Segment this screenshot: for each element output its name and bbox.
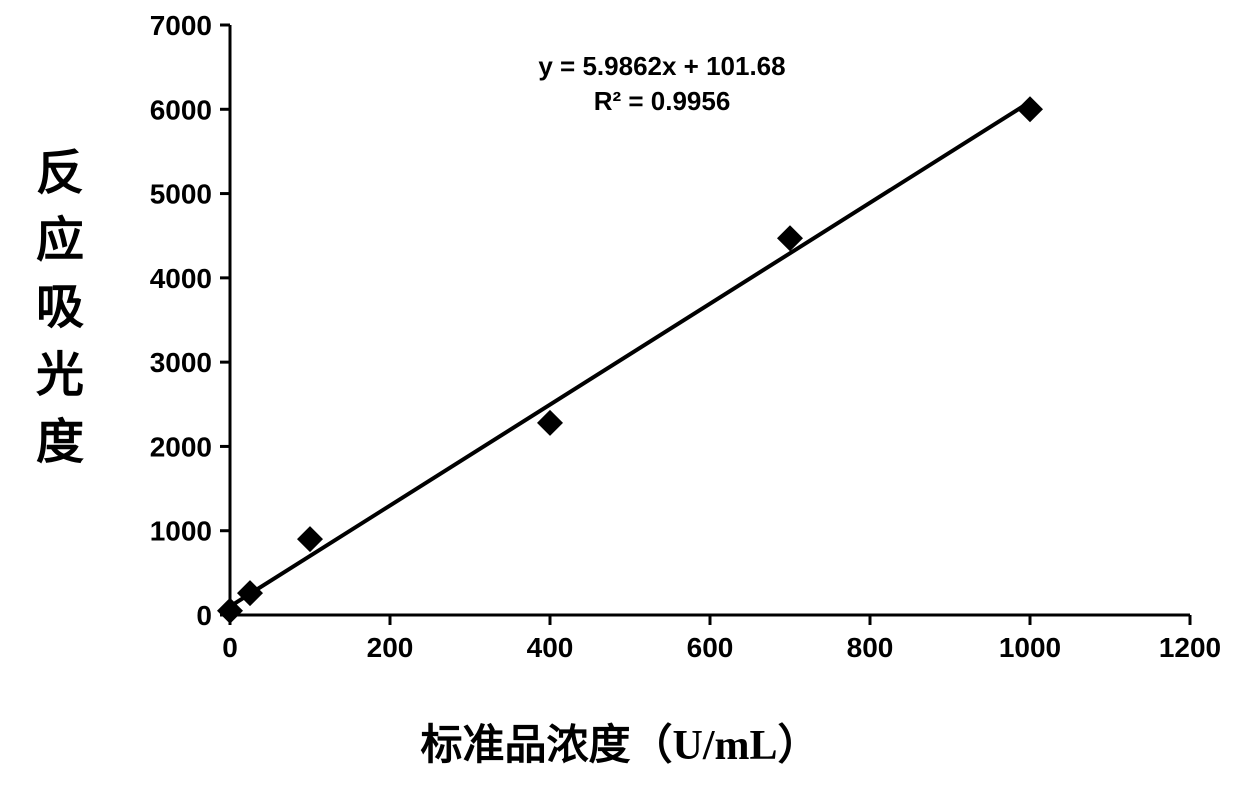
data-point-marker	[1017, 96, 1043, 122]
regression-line	[230, 102, 1030, 607]
chart-container: 反应吸光度 0 1000 2000 3000 4000 5000 6000 7000 0 200 4…	[0, 0, 1240, 797]
equation-line1: y = 5.9862x + 101.68	[538, 51, 785, 81]
equation-line2: R² = 0.9956	[594, 86, 731, 116]
chart-svg: 0 1000 2000 3000 4000 5000 6000 7000 0 200 400 600 8…	[100, 10, 1220, 690]
x-tick-label: 400	[527, 632, 574, 663]
y-tick-label: 2000	[150, 431, 212, 462]
x-tick-label: 600	[687, 632, 734, 663]
y-tick-label: 6000	[150, 94, 212, 125]
y-tick-label: 3000	[150, 347, 212, 378]
x-tick-label: 1000	[999, 632, 1061, 663]
x-tick-label: 0	[222, 632, 238, 663]
x-tick-label: 1200	[1159, 632, 1220, 663]
y-tick-label: 7000	[150, 10, 212, 41]
y-axis-label: 反应吸光度	[30, 140, 90, 476]
x-tick-label: 800	[847, 632, 894, 663]
data-point-marker	[537, 410, 563, 436]
y-tick-label: 0	[196, 600, 212, 631]
data-point-marker	[237, 580, 263, 606]
x-tick-label: 200	[367, 632, 414, 663]
x-axis-label: 标准品浓度（U/mL）	[0, 711, 1240, 772]
y-tick-label: 5000	[150, 179, 212, 210]
y-tick-label: 1000	[150, 516, 212, 547]
y-tick-label: 4000	[150, 263, 212, 294]
